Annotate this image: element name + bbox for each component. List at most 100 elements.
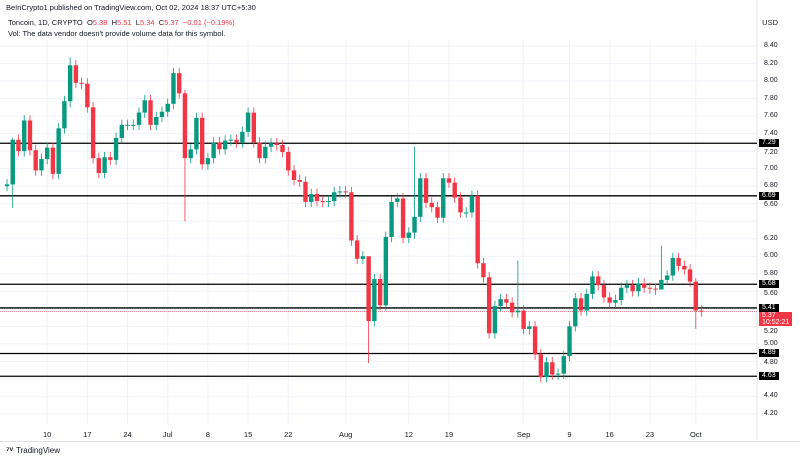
candle-up — [228, 139, 234, 141]
current-price-label: 5.37 10:52:21 — [759, 312, 793, 326]
candle-down — [16, 139, 21, 152]
level-price-label: 6.69 — [759, 191, 779, 200]
price-tick-label: 6.00 — [764, 252, 778, 260]
candle-down — [280, 144, 285, 152]
candle-down — [96, 158, 102, 174]
candlestick-chart[interactable] — [0, 0, 800, 440]
candle-up — [119, 124, 124, 138]
price-tick-label: 4.80 — [764, 358, 778, 366]
candle-down — [452, 182, 457, 198]
candle-up — [515, 310, 521, 313]
candle-down — [647, 287, 653, 289]
candle-down — [297, 180, 302, 182]
price-tick-label: 4.40 — [764, 392, 778, 400]
candle-down — [596, 276, 601, 286]
candle-down — [550, 362, 555, 375]
candle-down — [73, 65, 79, 83]
candle-down — [687, 269, 693, 282]
candle-up — [194, 117, 199, 150]
candle-up — [62, 101, 67, 129]
price-tick-label: 6.60 — [764, 201, 778, 209]
symbol-legend: Toncoin, 1D, CRYPTO O5.38 H5.51 L5.34 C5… — [8, 17, 235, 39]
candle-down — [475, 195, 480, 264]
candle-up — [618, 287, 624, 301]
level-price-label: 5.41 — [759, 303, 779, 312]
tradingview-logo[interactable]: ⁷ᵛ TradingView — [6, 445, 60, 455]
candle-down — [199, 117, 205, 165]
candle-down — [354, 240, 360, 259]
candle-up — [10, 139, 15, 185]
candle-up — [131, 124, 136, 126]
price-tick-label: 5.60 — [764, 289, 778, 297]
candle-up — [492, 306, 498, 334]
candle-up — [263, 146, 268, 159]
candle-down — [251, 112, 257, 143]
candle-up — [555, 373, 561, 375]
candle-up — [664, 275, 670, 280]
candle-up — [125, 124, 130, 126]
time-tick-label: 24 — [123, 430, 132, 439]
candle-up — [136, 112, 142, 125]
candle-down — [257, 142, 262, 159]
price-tick-label: 4.20 — [764, 409, 778, 417]
price-tick-label: 5.80 — [764, 269, 778, 277]
candle-down — [578, 298, 584, 311]
price-tick-label: 7.00 — [764, 164, 778, 172]
level-price-label: 4.63 — [759, 372, 779, 381]
candle-up — [360, 256, 366, 259]
current-price: 5.37 — [762, 312, 776, 319]
time-tick-label: 9 — [567, 430, 572, 439]
candle-down — [217, 142, 222, 150]
candle-up — [142, 100, 147, 113]
time-tick-label: 17 — [83, 430, 92, 439]
candle-down — [366, 256, 371, 322]
time-tick-label: 15 — [243, 430, 253, 439]
candle-up — [268, 143, 274, 147]
candle-up — [102, 157, 107, 174]
candle-up — [245, 112, 251, 132]
candle-up — [113, 137, 119, 160]
candle-up — [171, 73, 176, 104]
candle-down — [27, 120, 33, 151]
time-tick-label: Aug — [338, 430, 353, 439]
time-tick-label: 10 — [43, 430, 52, 439]
candle-up — [590, 276, 595, 294]
candle-down — [423, 178, 429, 203]
time-tick-label: 8 — [205, 430, 210, 439]
candle-up — [188, 149, 193, 159]
bar-countdown: 10:52:21 — [762, 319, 790, 326]
candle-up — [418, 178, 423, 217]
price-tick-label: 7.20 — [764, 148, 778, 156]
candle-down — [458, 197, 463, 213]
candle-up — [67, 65, 73, 102]
candle-down — [676, 257, 681, 266]
candle-up — [372, 279, 377, 322]
candle-up — [464, 212, 469, 214]
candle-down — [699, 310, 704, 312]
symbol-name[interactable]: Toncoin, 1D, CRYPTO — [8, 18, 83, 27]
candle-down — [481, 263, 486, 278]
candle-up — [544, 362, 549, 378]
candle-up — [165, 103, 170, 112]
low-label: L — [135, 18, 140, 27]
candle-down — [521, 310, 526, 329]
time-tick-label: 22 — [284, 430, 293, 439]
candle-down — [538, 354, 544, 378]
candle-down — [274, 143, 279, 145]
candle-up — [22, 120, 27, 152]
candle-down — [504, 299, 509, 303]
candle-up — [331, 192, 337, 202]
candle-down — [653, 288, 658, 290]
level-price-label: 7.29 — [759, 139, 779, 148]
candle-up — [240, 131, 245, 143]
high-label: H — [111, 18, 117, 27]
candle-down — [79, 82, 84, 84]
publisher-info: BeInCrypto1 published on TradingView.com… — [6, 3, 256, 12]
price-tick-label: 6.20 — [764, 234, 778, 242]
candle-down — [601, 285, 607, 298]
candle-up — [567, 326, 572, 357]
candle-down — [177, 73, 182, 94]
time-tick-label: Sep — [516, 430, 531, 439]
currency-label[interactable]: USD — [762, 18, 778, 27]
candle-down — [182, 93, 188, 159]
